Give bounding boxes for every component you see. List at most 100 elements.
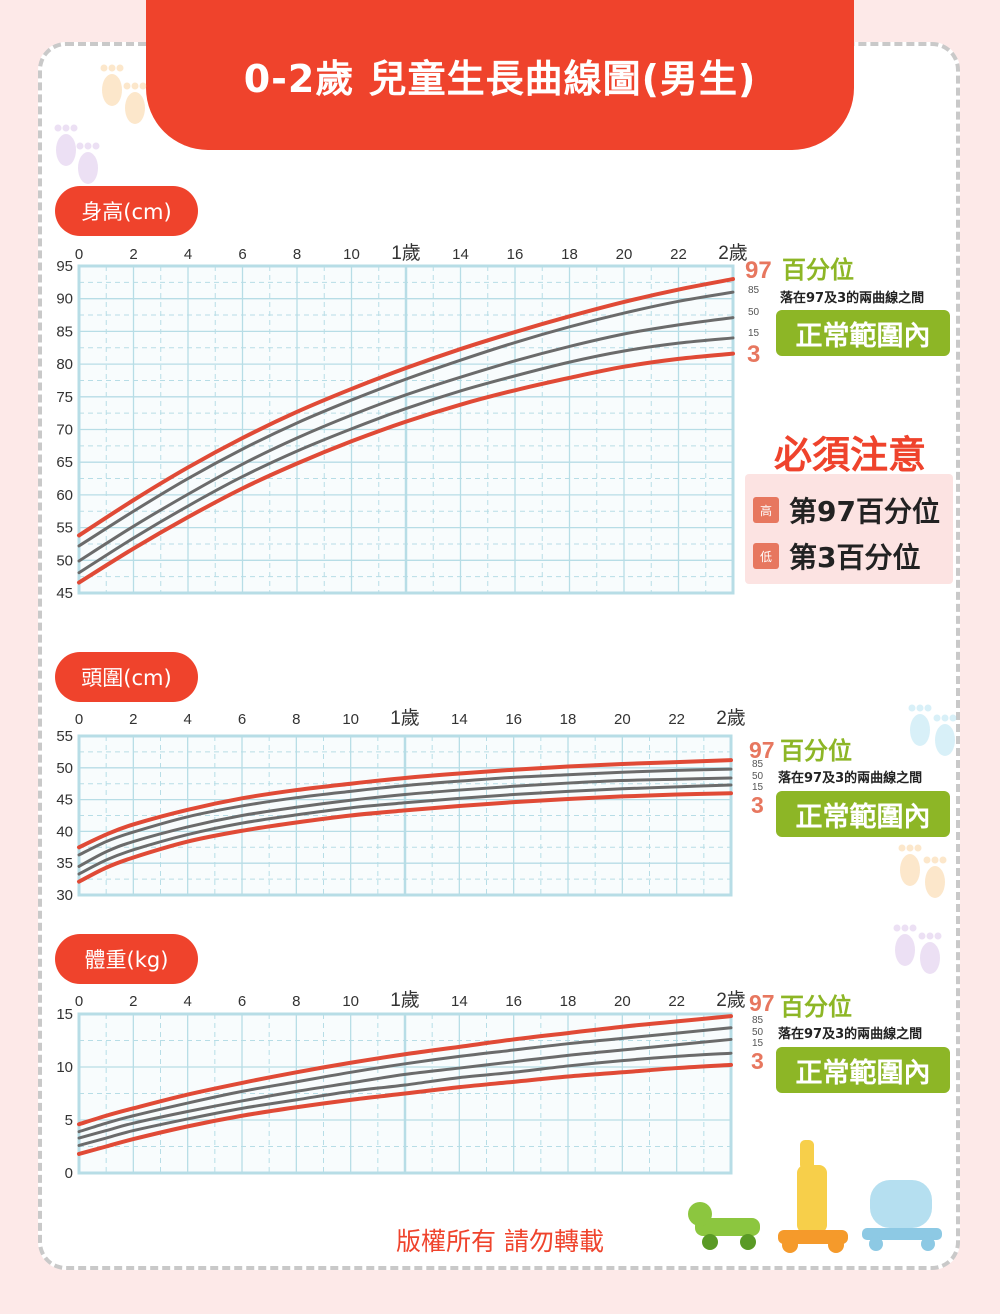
- head-x-tick: 10: [342, 711, 359, 728]
- footprint-icon-toe: [949, 714, 957, 722]
- weight-pct-15-label: 15: [752, 1038, 764, 1049]
- caution-low-tag: 低: [753, 543, 779, 569]
- head-pct-15-label: 15: [752, 782, 764, 793]
- footprint-icon-toe: [916, 704, 924, 712]
- dog-toy-icon: [695, 1218, 760, 1236]
- footprint-icon-toe: [918, 932, 926, 940]
- weight-y-tick: 10: [56, 1059, 73, 1076]
- footprint-icon-toe: [70, 124, 78, 132]
- head-series-p15: [77, 783, 733, 876]
- weight-x-tick: 0: [75, 993, 83, 1010]
- footprint-icon-toe: [898, 844, 906, 852]
- weight-series-p85: [77, 1026, 733, 1134]
- head-pct-3-label: 3: [751, 792, 764, 818]
- elephant-toy-wheel: [869, 1237, 883, 1251]
- footprint-icon-toe: [914, 844, 922, 852]
- caution-high-tag: 高: [753, 497, 779, 523]
- height-y-tick: 80: [56, 356, 73, 373]
- weight-y-tick: 15: [56, 1006, 73, 1023]
- weight-x-tick: 16: [505, 993, 522, 1010]
- footprint-icon-toe: [54, 124, 62, 132]
- footprint-icon-toe: [84, 142, 92, 150]
- weight-pct-desc: 落在97及3的兩曲線之間: [778, 1027, 923, 1042]
- height-x-tick: 10: [343, 246, 360, 263]
- caution-box: 高 第97百分位 低 第3百分位: [745, 474, 953, 584]
- giraffe-toy-neck: [800, 1140, 814, 1170]
- height-y-tick: 95: [56, 258, 73, 275]
- head-series-p50: [77, 776, 733, 868]
- weight-x-tick: 2: [129, 993, 137, 1010]
- height-x-tick: 8: [293, 246, 301, 263]
- head-x-tick: 1歲: [390, 707, 420, 729]
- weight-x-tick: 14: [451, 993, 468, 1010]
- caution-low-text: 第3百分位: [789, 541, 921, 574]
- weight-pct-85-label: 85: [752, 1015, 764, 1026]
- height-x-tick: 6: [238, 246, 246, 263]
- head-pct-97-label: 97: [749, 737, 775, 763]
- height-series-p50: [77, 316, 735, 563]
- head-x-tick: 18: [560, 711, 577, 728]
- height-y-tick: 60: [56, 487, 73, 504]
- weight-x-tick: 10: [342, 993, 359, 1010]
- head-series-p97: [77, 758, 733, 850]
- footprint-icon: [56, 134, 76, 166]
- height-y-tick: 75: [56, 389, 73, 406]
- weight-pct-3-label: 3: [751, 1048, 764, 1074]
- height-x-tick: 16: [507, 246, 524, 263]
- head-x-tick: 20: [614, 711, 631, 728]
- title-banner: 0-2歲 兒童生長曲線圖(男生): [146, 0, 854, 150]
- copyright-text: 版權所有 請勿轉載: [396, 1227, 604, 1256]
- weight-y-tick: 0: [65, 1165, 73, 1182]
- head-x-tick: 22: [668, 711, 685, 728]
- weight-pct-97-label: 97: [749, 990, 775, 1016]
- dog-toy-wheel: [702, 1234, 718, 1250]
- caution-low-row: 低 第3百分位: [753, 536, 920, 576]
- footprint-icon-toe: [116, 64, 124, 72]
- height-pct-3-label: 3: [747, 341, 760, 368]
- head-series-p85: [77, 767, 733, 857]
- height-normal-badge: 正常範圍內: [776, 310, 950, 356]
- height-x-tick: 2: [129, 246, 137, 263]
- head-pct-title: 百分位: [780, 737, 852, 765]
- footprint-icon-toe: [931, 856, 939, 864]
- height-x-tick: 2歲: [718, 242, 748, 264]
- caution-high-text: 第97百分位: [789, 495, 940, 528]
- head-y-tick: 45: [56, 792, 73, 809]
- footprint-icon-toe: [92, 142, 100, 150]
- height-x-tick: 1歲: [391, 242, 421, 264]
- height-pct-97-label: 97: [745, 257, 772, 284]
- height-pct-50-label: 50: [748, 307, 760, 318]
- head-x-tick: 4: [183, 711, 191, 728]
- height-x-tick: 0: [75, 246, 83, 263]
- weight-x-tick: 1歲: [390, 989, 420, 1011]
- weight-x-tick: 2歲: [716, 989, 746, 1011]
- elephant-toy-wheel: [921, 1237, 935, 1251]
- dog-toy-wheel: [740, 1234, 756, 1250]
- footprint-icon-toe: [908, 704, 916, 712]
- footprint-icon-toe: [901, 924, 909, 932]
- weight-series-p15: [77, 1051, 733, 1147]
- caution-title: 必須注意: [773, 433, 926, 477]
- elephant-toy-base: [862, 1228, 942, 1240]
- head-y-tick: 55: [56, 728, 73, 745]
- height-y-tick: 65: [56, 454, 73, 471]
- footprint-icon-toe: [108, 64, 116, 72]
- height-plot-border: [77, 264, 735, 595]
- weight-x-tick: 8: [292, 993, 300, 1010]
- footprint-icon-toe: [923, 856, 931, 864]
- weight-pct-50-label: 50: [752, 1027, 764, 1038]
- giraffe-toy-wheel: [828, 1237, 844, 1253]
- weight-x-tick: 18: [560, 993, 577, 1010]
- height-pct-title: 百分位: [782, 256, 854, 284]
- footprint-icon: [102, 74, 122, 106]
- footprint-icon-toe: [926, 932, 934, 940]
- footprint-icon-toe: [934, 932, 942, 940]
- footprint-icon: [920, 942, 940, 974]
- head-x-tick: 0: [75, 711, 83, 728]
- height-x-tick: 20: [616, 246, 633, 263]
- head-y-tick: 50: [56, 760, 73, 777]
- head-x-tick: 16: [505, 711, 522, 728]
- footprint-icon: [900, 854, 920, 886]
- footprint-icon-toe: [924, 704, 932, 712]
- weight-series-p50: [77, 1037, 733, 1140]
